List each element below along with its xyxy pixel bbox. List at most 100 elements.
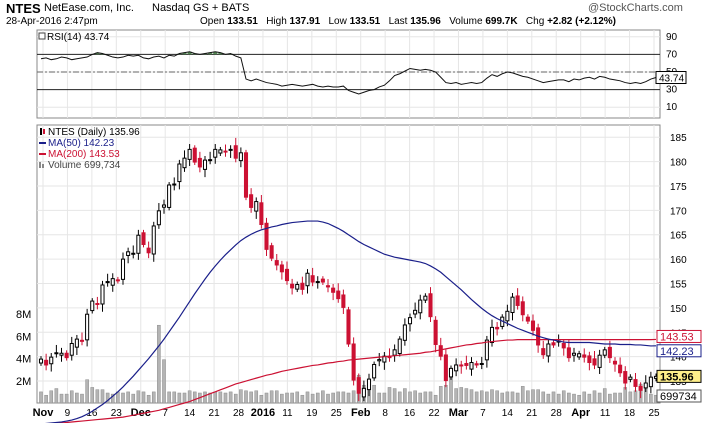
volume-bar <box>254 390 259 404</box>
volume-value: 699.7K <box>485 16 518 27</box>
volume-bar <box>223 392 228 404</box>
ticker-symbol: NTES <box>6 1 41 16</box>
rsi-value-tag-label: 43.74 <box>659 74 684 85</box>
volume-bar <box>157 324 161 404</box>
volume-bar <box>587 393 592 404</box>
volume-bar <box>377 392 382 404</box>
date-tick-label: 19 <box>306 408 318 419</box>
ma200-value-tag-label: 143.53 <box>660 331 694 343</box>
candle-body <box>484 339 489 361</box>
candle-body <box>648 376 653 388</box>
candle-body <box>182 157 187 169</box>
date-tick-label: 22 <box>428 408 440 419</box>
volume-bar <box>438 386 443 404</box>
rsi-legend-label: RSI(14) 43.74 <box>47 32 110 43</box>
date-tick-label: 21 <box>209 408 221 419</box>
candle-body <box>264 222 269 250</box>
date-tick-label: 2016 <box>251 407 275 419</box>
volume-bar <box>479 390 484 404</box>
candle-body <box>530 320 536 331</box>
volume-bar <box>136 390 141 404</box>
volume-bar <box>321 390 325 404</box>
volume-bar <box>177 392 182 404</box>
candle-body <box>515 295 520 306</box>
volume-bar <box>305 391 310 404</box>
candle-body <box>495 326 500 330</box>
price-tick-label: 170 <box>670 206 687 217</box>
volume-bar <box>444 384 448 404</box>
candle-body <box>397 338 402 354</box>
candle-body <box>279 264 284 273</box>
volume-bar <box>551 391 556 404</box>
candle-body <box>618 364 623 374</box>
price-tick-label: 180 <box>670 158 687 169</box>
volume-bar <box>602 388 607 404</box>
volume-bar <box>474 391 479 404</box>
date-tick-label: 28 <box>551 408 563 419</box>
volume-bar <box>95 389 100 404</box>
ma50-value-tag <box>656 344 702 358</box>
volume-bar <box>351 390 356 404</box>
date-tick-label: Nov <box>33 407 55 419</box>
volume-bar <box>126 391 130 404</box>
candle-body <box>561 342 566 349</box>
candle-body <box>85 313 90 341</box>
candle-body <box>633 379 638 387</box>
volume-bar <box>54 388 59 404</box>
volume-bar <box>192 391 197 404</box>
candle-body <box>428 293 433 318</box>
ma50-line <box>44 220 657 423</box>
exchange-name: Nasdaq GS + BATS <box>152 2 250 14</box>
volume-bar <box>469 389 474 404</box>
volume-bar <box>526 390 530 404</box>
legend-volume-icon <box>42 164 44 168</box>
open-value: 133.51 <box>227 16 258 27</box>
volume-bar <box>433 394 438 404</box>
volume-tick-label: 4M <box>16 354 31 366</box>
candle-body <box>592 358 597 366</box>
legend-candle-icon <box>43 129 45 134</box>
volume-bar <box>187 390 192 404</box>
candle-body <box>249 194 254 208</box>
volume-bar <box>141 391 146 404</box>
legend-volume-icon <box>39 162 41 168</box>
date-tick-label: 21 <box>526 408 538 419</box>
volume-bar <box>515 392 520 404</box>
candle-body <box>105 281 110 284</box>
candle-body <box>597 354 602 368</box>
change-value: +2.82 (+2.12%) <box>547 16 616 27</box>
candle-body <box>418 299 423 314</box>
date-tick-label: Dec <box>131 407 151 419</box>
candle-body <box>110 278 115 286</box>
volume-bar <box>413 390 417 404</box>
candle-body <box>587 355 592 364</box>
open-label: Open <box>200 16 225 27</box>
candle-body <box>628 376 633 380</box>
candle-body <box>64 352 69 359</box>
date-tick-label: 9 <box>65 408 71 419</box>
ohlc-summary: Open 133.51 High 137.91 Low 133.51 Last … <box>200 17 616 27</box>
low-label: Low <box>328 16 347 27</box>
candle-body <box>233 145 238 159</box>
volume-bar <box>500 392 505 404</box>
candle-body <box>167 184 172 208</box>
candle-body <box>69 342 74 356</box>
candle-body <box>136 234 141 254</box>
volume-bar <box>408 391 412 404</box>
last-value: 135.96 <box>410 16 441 27</box>
date-tick-label: Apr <box>571 407 591 419</box>
last-price-tag <box>656 369 702 383</box>
candle-body <box>372 363 377 379</box>
price-panel-frame <box>36 124 661 404</box>
candle-body <box>407 317 413 325</box>
volume-bar <box>105 392 110 404</box>
candle-body <box>438 345 443 357</box>
last-label: Last <box>388 16 408 27</box>
volume-bar <box>85 379 89 404</box>
legend-candle-icon <box>40 128 42 135</box>
candle-body <box>90 300 95 312</box>
volume-bar <box>280 393 284 404</box>
volume-bar <box>418 392 423 404</box>
candle-body <box>402 324 407 341</box>
volume-bar <box>69 390 74 404</box>
